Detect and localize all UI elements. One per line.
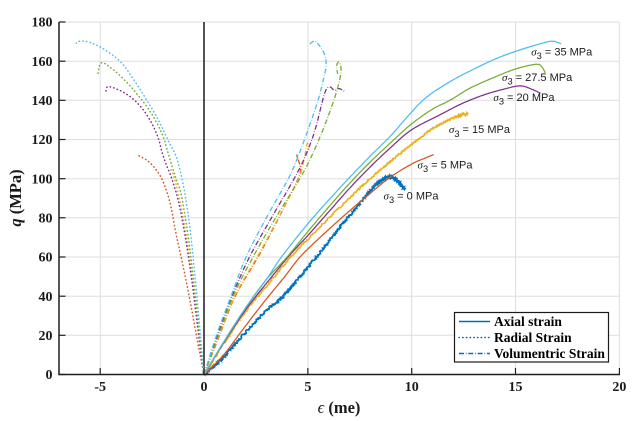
svg-text:σ3 = 0 MPa: σ3 = 0 MPa — [384, 191, 440, 206]
svg-text:120: 120 — [32, 133, 53, 148]
svg-text:Volumentric Strain: Volumentric Strain — [494, 346, 605, 361]
svg-text:ϵ (me): ϵ (me) — [318, 398, 361, 417]
svg-text:80: 80 — [39, 212, 53, 227]
svg-text:20: 20 — [612, 380, 626, 395]
svg-text:160: 160 — [32, 55, 53, 70]
svg-text:5: 5 — [304, 380, 311, 395]
svg-text:σ3 = 5 MPa: σ3 = 5 MPa — [418, 160, 474, 175]
svg-text:15: 15 — [509, 380, 523, 395]
svg-text:100: 100 — [32, 172, 53, 187]
svg-text:σ3 = 20 MPa: σ3 = 20 MPa — [493, 92, 555, 107]
svg-text:-5: -5 — [94, 380, 106, 395]
svg-text:σ3 = 15 MPa: σ3 = 15 MPa — [449, 124, 511, 139]
svg-text:Axial strain: Axial strain — [494, 314, 562, 329]
svg-text:q (MPa): q (MPa) — [6, 169, 25, 226]
svg-text:140: 140 — [32, 94, 53, 109]
svg-text:σ3 = 27.5 MPa: σ3 = 27.5 MPa — [502, 72, 573, 87]
svg-text:Radial Strain: Radial Strain — [494, 330, 572, 345]
svg-text:60: 60 — [39, 251, 53, 266]
svg-text:0: 0 — [201, 380, 208, 395]
svg-text:20: 20 — [39, 329, 53, 344]
svg-text:σ3 = 35 MPa: σ3 = 35 MPa — [531, 47, 593, 62]
svg-text:0: 0 — [46, 368, 53, 383]
svg-text:10: 10 — [405, 380, 419, 395]
svg-text:40: 40 — [39, 290, 53, 305]
svg-text:180: 180 — [32, 16, 53, 31]
